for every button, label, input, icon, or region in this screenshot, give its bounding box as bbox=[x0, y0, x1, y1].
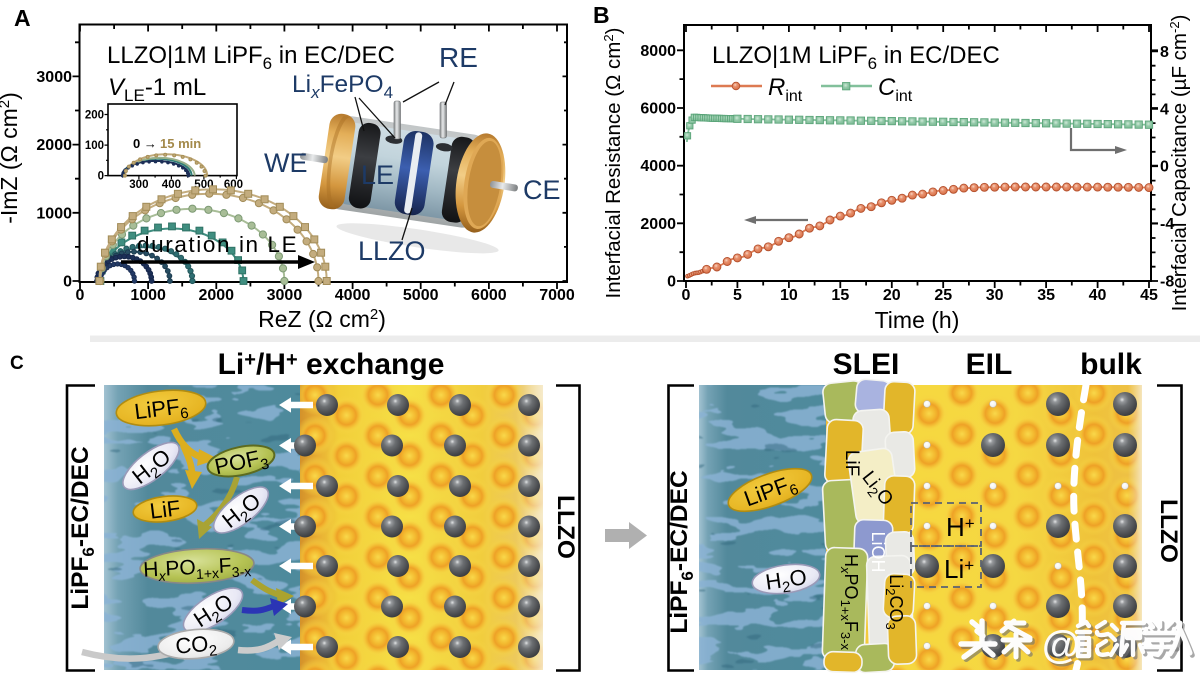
svg-text:4000: 4000 bbox=[640, 158, 676, 175]
svg-text:5000: 5000 bbox=[403, 287, 439, 304]
svg-text:-ImZ (Ω cm2): -ImZ (Ω cm2) bbox=[0, 92, 22, 224]
svg-text:0: 0 bbox=[682, 287, 691, 304]
svg-text:@: @ bbox=[1042, 624, 1080, 667]
svg-text:0 →: 0 → bbox=[133, 136, 157, 151]
svg-text:15 min: 15 min bbox=[160, 136, 201, 151]
svg-text:6000: 6000 bbox=[471, 287, 507, 304]
svg-text:Interfacial Resistance (Ω cm2): Interfacial Resistance (Ω cm2) bbox=[601, 28, 625, 299]
svg-text:5: 5 bbox=[733, 287, 742, 304]
svg-text:LLZO|1M LiPF6 in EC/DEC: LLZO|1M LiPF6 in EC/DEC bbox=[107, 42, 395, 73]
svg-text:Rint: Rint bbox=[768, 74, 803, 105]
svg-text:4: 4 bbox=[1160, 101, 1169, 118]
svg-text:40: 40 bbox=[1089, 287, 1107, 304]
svg-text:0: 0 bbox=[1160, 159, 1169, 176]
svg-text:LLZO: LLZO bbox=[1155, 499, 1182, 563]
svg-text:4000: 4000 bbox=[335, 287, 371, 304]
svg-text:400: 400 bbox=[162, 179, 181, 191]
svg-text:0: 0 bbox=[667, 274, 676, 291]
svg-text:35: 35 bbox=[1037, 287, 1055, 304]
svg-text:300: 300 bbox=[129, 179, 148, 191]
svg-text:LiPF6-EC/DEC: LiPF6-EC/DEC bbox=[666, 470, 697, 634]
svg-text:15: 15 bbox=[831, 287, 849, 304]
svg-text:LLZO|1M LiPF6 in EC/DEC: LLZO|1M LiPF6 in EC/DEC bbox=[712, 42, 1000, 73]
svg-text:0: 0 bbox=[63, 274, 72, 291]
svg-text:SLEI: SLEI bbox=[833, 348, 900, 381]
svg-text:8: 8 bbox=[1160, 44, 1169, 61]
svg-text:LiF: LiF bbox=[841, 450, 862, 476]
svg-text:25: 25 bbox=[934, 287, 952, 304]
svg-text:-8: -8 bbox=[1160, 274, 1174, 291]
svg-text:VLE-1 mL: VLE-1 mL bbox=[108, 74, 206, 105]
svg-text:200: 200 bbox=[85, 110, 104, 122]
svg-text:0: 0 bbox=[76, 287, 85, 304]
svg-text:6000: 6000 bbox=[640, 100, 676, 117]
svg-text:30: 30 bbox=[986, 287, 1004, 304]
svg-text:LLZO: LLZO bbox=[552, 495, 579, 559]
svg-text:LixFePO4: LixFePO4 bbox=[292, 71, 393, 102]
svg-text:1000: 1000 bbox=[130, 287, 166, 304]
svg-text:10: 10 bbox=[780, 287, 798, 304]
svg-text:100: 100 bbox=[85, 140, 104, 152]
svg-text:ReZ (Ω cm2): ReZ (Ω cm2) bbox=[258, 306, 386, 332]
svg-text:8000: 8000 bbox=[640, 43, 676, 60]
svg-text:HxPO1+xF3-x: HxPO1+xF3-x bbox=[838, 554, 861, 650]
svg-text:duration in LE: duration in LE bbox=[137, 232, 298, 257]
svg-text:0: 0 bbox=[98, 171, 104, 183]
svg-text:2000: 2000 bbox=[36, 137, 72, 154]
svg-text:45: 45 bbox=[1140, 287, 1158, 304]
svg-text:7000: 7000 bbox=[539, 287, 575, 304]
svg-text:LiPF6-EC/DEC: LiPF6-EC/DEC bbox=[67, 446, 98, 610]
svg-text:LE: LE bbox=[361, 160, 394, 190]
svg-text:CE: CE bbox=[523, 175, 561, 205]
svg-text:3000: 3000 bbox=[267, 287, 303, 304]
svg-text:2000: 2000 bbox=[198, 287, 234, 304]
svg-text:Li2CO3: Li2CO3 bbox=[883, 574, 906, 629]
svg-text:1000: 1000 bbox=[36, 205, 72, 222]
svg-text:Li+/H+ exchange: Li+/H+ exchange bbox=[218, 348, 445, 381]
svg-text:WE: WE bbox=[264, 148, 308, 178]
svg-text:Interfacial Capacitance (µF cm: Interfacial Capacitance (µF cm-2) bbox=[1167, 15, 1191, 312]
svg-text:2000: 2000 bbox=[640, 216, 676, 233]
svg-text:B: B bbox=[593, 2, 610, 28]
svg-text:LLZO: LLZO bbox=[358, 236, 426, 266]
svg-text:RE: RE bbox=[439, 42, 478, 73]
svg-text:LiOH: LiOH bbox=[868, 531, 888, 572]
svg-text:LiF: LiF bbox=[148, 495, 181, 524]
svg-text:A: A bbox=[14, 5, 31, 31]
svg-text:-4: -4 bbox=[1160, 216, 1174, 233]
svg-text:20: 20 bbox=[883, 287, 901, 304]
svg-text:Time (h): Time (h) bbox=[875, 307, 960, 333]
svg-text:C: C bbox=[10, 353, 24, 374]
svg-text:bulk: bulk bbox=[1080, 348, 1142, 381]
svg-text:3000: 3000 bbox=[36, 69, 72, 86]
svg-text:Cint: Cint bbox=[878, 74, 913, 105]
svg-text:EIL: EIL bbox=[966, 348, 1013, 381]
